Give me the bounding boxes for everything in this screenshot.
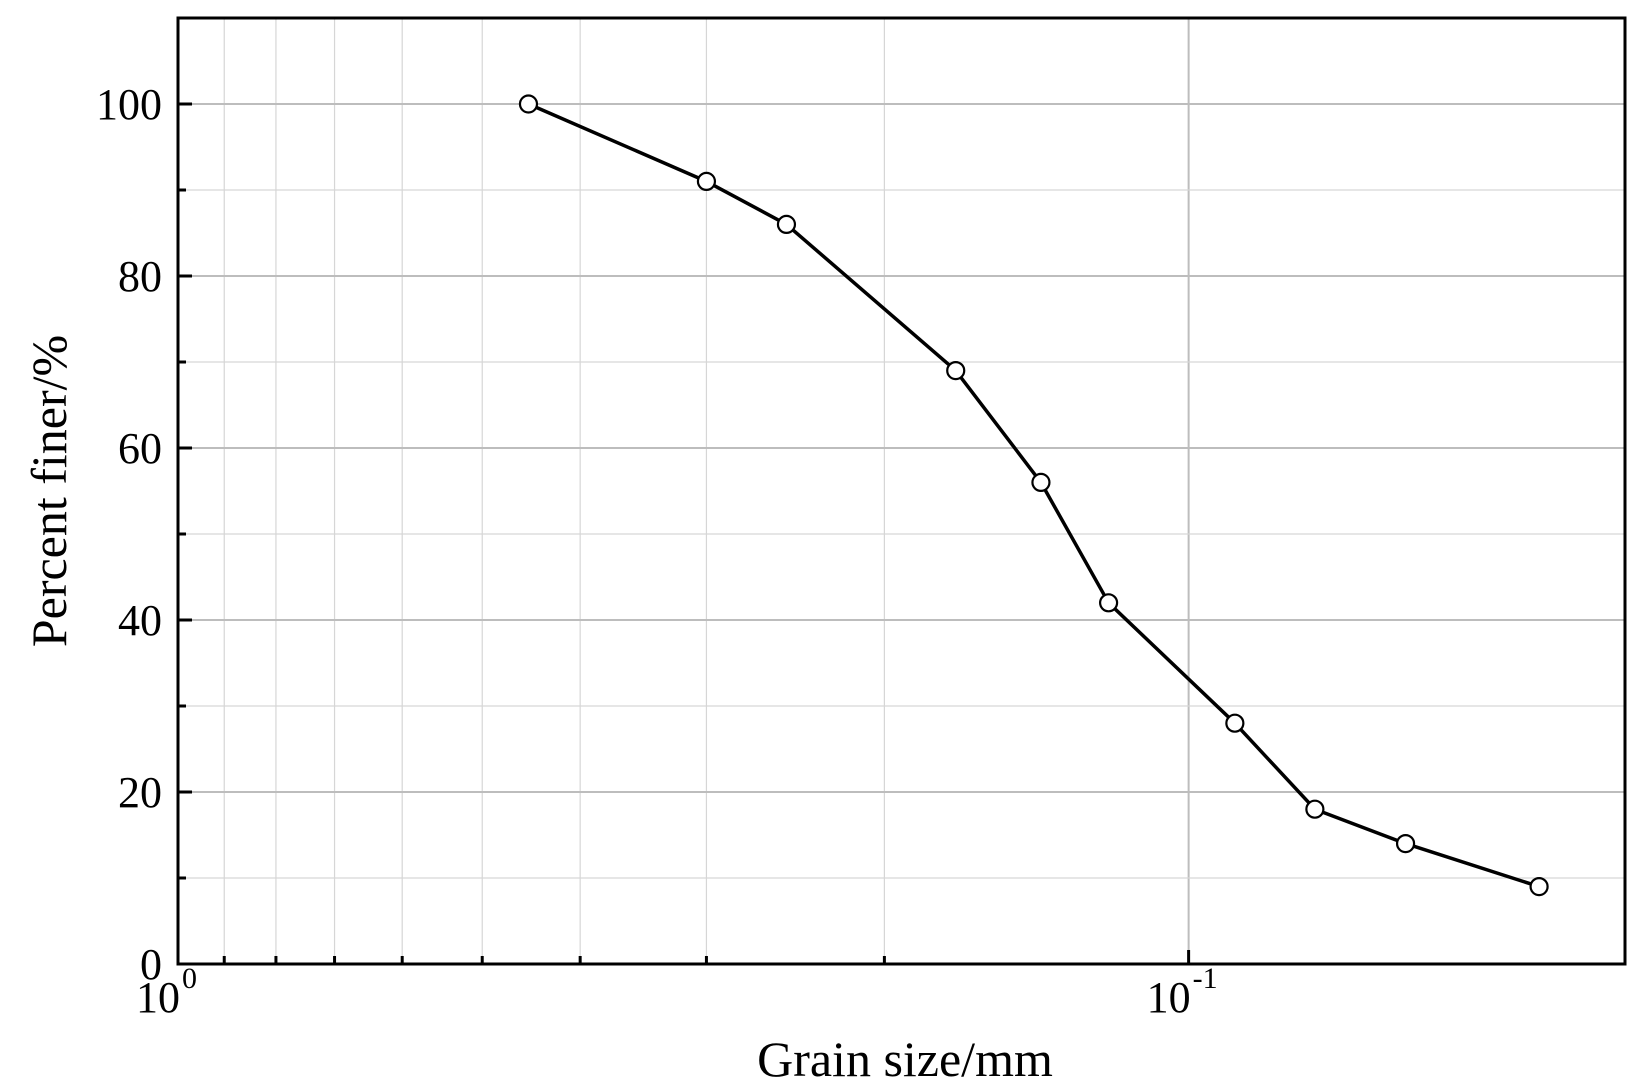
x-tick-label-exponent: -1 [1193, 962, 1218, 995]
data-point [696, 171, 717, 191]
x-tick-label: 10 0 [136, 962, 197, 1022]
y-tick-label: 80 [118, 252, 162, 301]
y-tick-label: 20 [118, 768, 162, 817]
y-tick-label: 60 [118, 424, 162, 473]
series-layer [518, 94, 1549, 897]
x-tick-label-exponent: 0 [182, 962, 197, 995]
x-tick-label-base: 10 [1147, 973, 1191, 1022]
data-point [776, 214, 797, 234]
y-axis-title: Percent finer/% [21, 335, 77, 647]
x-tick-label-base: 10 [136, 973, 180, 1022]
x-tick-label: 10 -1 [1147, 962, 1218, 1022]
x-axis-title: Grain size/mm [757, 1031, 1053, 1087]
data-point [1031, 472, 1051, 492]
data-point [1529, 876, 1549, 897]
y-tick-label: 0 [140, 940, 162, 989]
data-point [518, 94, 539, 114]
data-point [1225, 713, 1245, 733]
data-point [1098, 593, 1119, 613]
x-tick-labels: 10 0 10 -1 [136, 962, 1218, 1022]
series-line [527, 102, 1540, 889]
data-point [1305, 799, 1325, 819]
plot-frame [176, 16, 1627, 966]
data-point [946, 361, 966, 381]
y-tick-labels: 0 20 40 60 80 100 [96, 80, 162, 989]
y-tick-label: 100 [96, 80, 162, 129]
data-point [1395, 833, 1416, 854]
grid [178, 18, 1625, 964]
y-tick-label: 40 [118, 596, 162, 645]
